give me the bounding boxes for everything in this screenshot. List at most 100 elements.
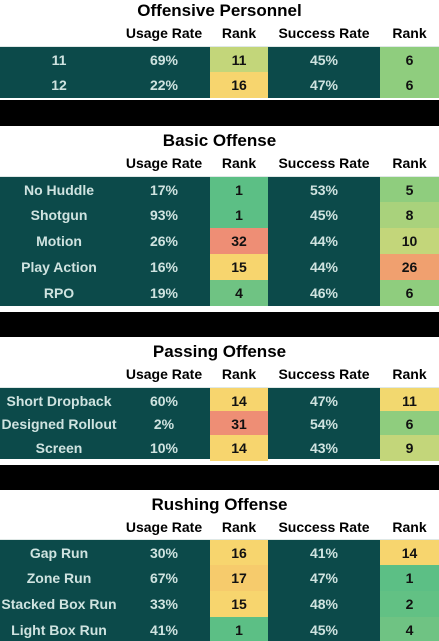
success-rank: 14: [380, 540, 439, 566]
usage-rank: 11: [210, 47, 268, 73]
success-rank: 6: [380, 72, 439, 98]
row-label: Designed Rollout: [1, 416, 117, 432]
header-success-rate: Success Rate: [278, 519, 370, 535]
success-rank: 1: [380, 565, 439, 591]
usage-rank: 14: [210, 388, 268, 414]
section-divider: [0, 312, 439, 337]
header-rank: Rank: [221, 25, 257, 41]
usage-rank: 1: [210, 617, 268, 641]
table-row: Short Dropback 60% 14 47% 11: [0, 387, 439, 414]
header-rank: Rank: [392, 25, 427, 41]
success-rank: 2: [380, 591, 439, 617]
table-row: Shotgun 93% 1 45% 8: [0, 202, 439, 228]
usage-rank: 4: [210, 280, 268, 306]
usage-rate: 93%: [149, 207, 179, 223]
header-success-rate: Success Rate: [278, 366, 370, 382]
usage-rank: 1: [210, 202, 268, 228]
header-rank: Rank: [392, 366, 427, 382]
row-label: 12: [51, 77, 67, 93]
section-rushing-offense: Rushing Offense Usage Rate Rank Success …: [0, 494, 439, 641]
header-rank: Rank: [221, 519, 257, 535]
usage-rate: 41%: [149, 622, 179, 638]
success-rank: 11: [380, 388, 439, 414]
table-row: 11 69% 11 45% 6: [0, 46, 439, 73]
section-offensive-personnel: Offensive Personnel Usage Rate Rank Succ…: [0, 0, 439, 98]
success-rank: 6: [380, 280, 439, 306]
header-rank: Rank: [392, 519, 427, 535]
column-header-row: Usage Rate Rank Success Rate Rank: [0, 21, 439, 46]
usage-rank: 32: [210, 228, 268, 254]
usage-rank: 15: [210, 591, 268, 617]
success-rate: 48%: [309, 596, 339, 612]
section-title: Passing Offense: [0, 341, 439, 362]
section-passing-offense: Passing Offense Usage Rate Rank Success …: [0, 341, 439, 461]
success-rate: 43%: [309, 440, 339, 456]
row-label: RPO: [43, 285, 75, 301]
table-row: Screen 10% 14 43% 9: [0, 435, 439, 461]
row-label: Gap Run: [29, 545, 89, 561]
header-usage-rate: Usage Rate: [125, 519, 203, 535]
usage-rate: 67%: [149, 570, 179, 586]
usage-rate: 19%: [149, 285, 179, 301]
usage-rank: 15: [210, 254, 268, 280]
section-divider: [0, 100, 439, 126]
row-label: Light Box Run: [11, 622, 107, 638]
usage-rate: 2%: [153, 416, 175, 432]
usage-rate: 60%: [149, 393, 179, 409]
section-basic-offense: Basic Offense Usage Rate Rank Success Ra…: [0, 130, 439, 306]
usage-rank: 31: [210, 411, 268, 437]
table-row: Gap Run 30% 16 41% 14: [0, 539, 439, 566]
table-row: Light Box Run 41% 1 45% 4: [0, 617, 439, 641]
header-success-rate: Success Rate: [278, 25, 370, 41]
header-success-rate: Success Rate: [278, 155, 370, 171]
table-row: Play Action 16% 15 44% 26: [0, 254, 439, 280]
row-label: Screen: [35, 440, 83, 456]
usage-rank: 1: [210, 177, 268, 203]
success-rate: 45%: [309, 52, 339, 68]
header-rank: Rank: [221, 366, 257, 382]
header-rank: Rank: [221, 155, 257, 171]
table-row: No Huddle 17% 1 53% 5: [0, 176, 439, 203]
usage-rank: 17: [210, 565, 268, 591]
row-label: No Huddle: [24, 182, 94, 198]
success-rate: 47%: [309, 570, 339, 586]
header-usage-rate: Usage Rate: [125, 366, 203, 382]
usage-rank: 16: [210, 72, 268, 98]
success-rate: 44%: [309, 259, 339, 275]
header-usage-rate: Usage Rate: [125, 25, 203, 41]
usage-rate: 26%: [149, 233, 179, 249]
success-rate: 54%: [309, 416, 339, 432]
success-rate: 44%: [309, 233, 339, 249]
section-title: Offensive Personnel: [0, 0, 439, 21]
column-header-row: Usage Rate Rank Success Rate Rank: [0, 515, 439, 539]
success-rank: 26: [380, 254, 439, 280]
success-rank: 9: [380, 435, 439, 461]
success-rank: 4: [380, 617, 439, 641]
header-rank: Rank: [392, 155, 427, 171]
success-rank: 10: [380, 228, 439, 254]
usage-rate: 33%: [149, 596, 179, 612]
row-label: 11: [51, 52, 67, 68]
row-label: Zone Run: [26, 570, 92, 586]
section-title: Basic Offense: [0, 130, 439, 151]
row-label: Stacked Box Run: [1, 596, 117, 612]
usage-rate: 30%: [149, 545, 179, 561]
header-usage-rate: Usage Rate: [125, 155, 203, 171]
success-rank: 8: [380, 202, 439, 228]
usage-rank: 14: [210, 435, 268, 461]
table-row: 12 22% 16 47% 6: [0, 72, 439, 98]
success-rate: 45%: [309, 207, 339, 223]
table-row: RPO 19% 4 46% 6: [0, 280, 439, 306]
section-title: Rushing Offense: [0, 494, 439, 515]
table-row: Zone Run 67% 17 47% 1: [0, 565, 439, 591]
success-rate: 45%: [309, 622, 339, 638]
row-label: Motion: [36, 233, 82, 249]
usage-rate: 10%: [149, 440, 179, 456]
row-label: Shotgun: [30, 207, 88, 223]
column-header-row: Usage Rate Rank Success Rate Rank: [0, 362, 439, 387]
section-divider: [0, 465, 439, 490]
success-rate: 41%: [309, 545, 339, 561]
success-rank: 6: [380, 411, 439, 437]
success-rate: 47%: [309, 393, 339, 409]
usage-rate: 22%: [149, 77, 179, 93]
